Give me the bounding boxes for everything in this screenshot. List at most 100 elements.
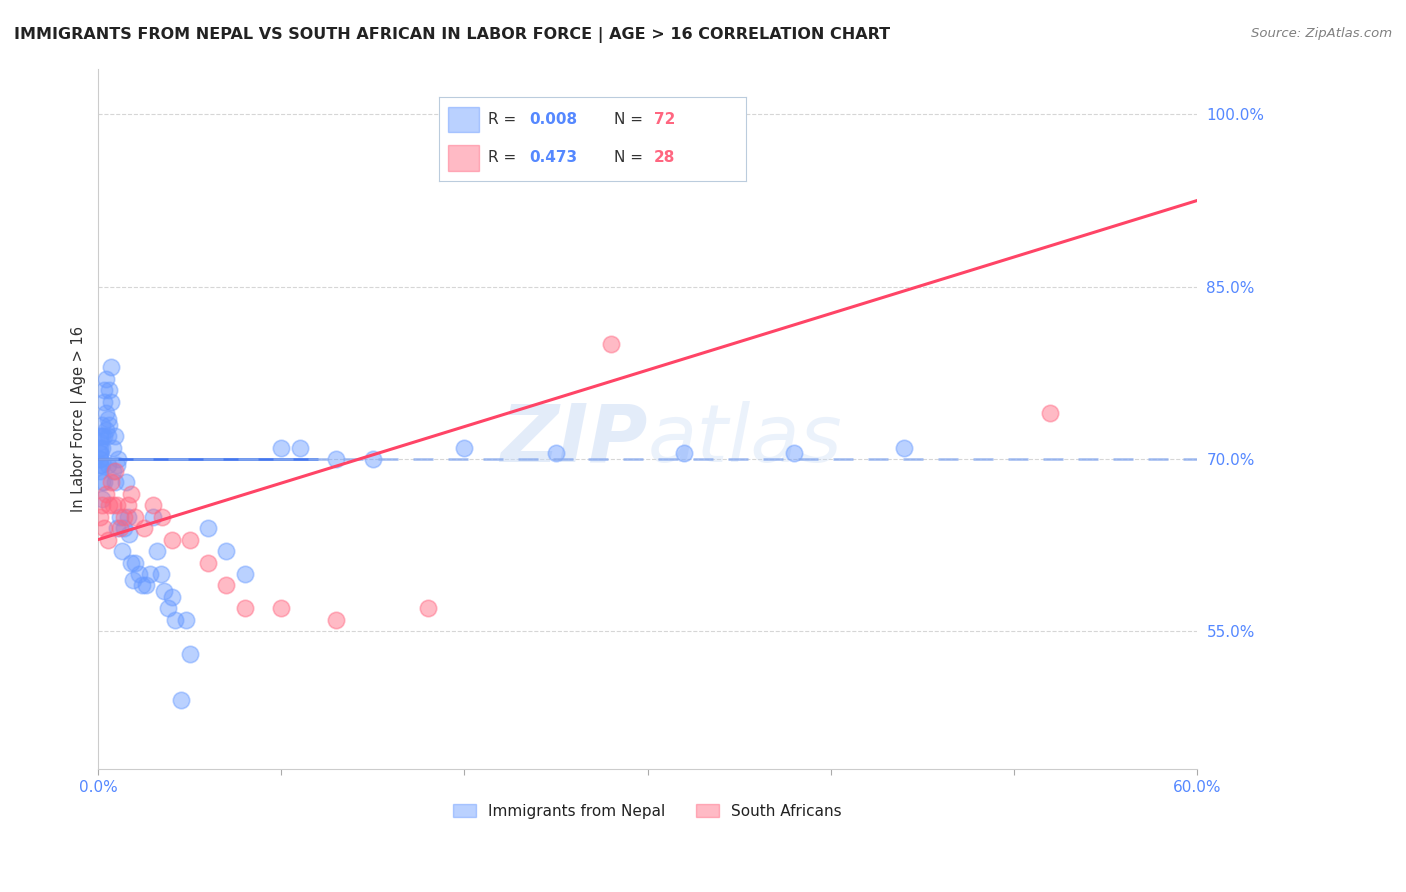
Point [105, 498, 128, 512]
Point [111, 544, 134, 558]
Text: atlas: atlas [648, 401, 842, 479]
Point [104, 429, 127, 443]
Point [96, 533, 118, 547]
Point [153, 584, 176, 599]
Point [124, 509, 146, 524]
Point [105, 458, 128, 472]
Point [170, 693, 193, 707]
Point [91, 441, 114, 455]
Point [142, 509, 165, 524]
Point [112, 521, 135, 535]
Point [122, 573, 145, 587]
Point [120, 556, 142, 570]
Point [179, 533, 201, 547]
Point [89, 464, 111, 478]
Point [91, 492, 114, 507]
Point [94, 486, 117, 500]
Point [361, 452, 384, 467]
Text: ZIP: ZIP [501, 401, 648, 479]
Point [89, 452, 111, 467]
Point [93, 429, 115, 443]
Point [197, 556, 219, 570]
Point [146, 544, 169, 558]
Point [91, 417, 114, 432]
Point [89, 458, 111, 472]
Point [94, 406, 117, 420]
Point [100, 394, 122, 409]
Point [101, 464, 124, 478]
Point [179, 648, 201, 662]
Point [101, 498, 124, 512]
Point [1039, 406, 1062, 420]
Text: Source: ZipAtlas.com: Source: ZipAtlas.com [1251, 27, 1392, 40]
Point [453, 441, 475, 455]
Point [152, 509, 174, 524]
Point [270, 441, 292, 455]
Point [233, 567, 256, 582]
Point [270, 601, 292, 615]
Point [101, 441, 124, 455]
Point [135, 578, 157, 592]
Point [544, 446, 567, 460]
Legend: Immigrants from Nepal, South Africans: Immigrants from Nepal, South Africans [447, 797, 848, 825]
Point [134, 521, 156, 535]
Point [165, 613, 187, 627]
Point [117, 498, 139, 512]
Point [89, 509, 111, 524]
Point [156, 601, 179, 615]
Point [89, 429, 111, 443]
Point [131, 578, 153, 592]
Point [160, 533, 183, 547]
Point [93, 383, 115, 397]
Point [118, 526, 141, 541]
Point [233, 601, 256, 615]
Point [174, 613, 197, 627]
Point [215, 578, 238, 592]
Point [94, 424, 117, 438]
Point [112, 509, 135, 524]
Point [197, 521, 219, 535]
Point [149, 567, 172, 582]
Point [104, 464, 127, 478]
Point [98, 383, 121, 397]
Point [96, 458, 118, 472]
Point [288, 441, 311, 455]
Point [110, 509, 132, 524]
Point [114, 475, 136, 489]
Point [110, 521, 132, 535]
Point [128, 567, 150, 582]
Point [325, 613, 347, 627]
Point [107, 452, 129, 467]
Point [89, 446, 111, 460]
Point [91, 475, 114, 489]
Point [89, 452, 111, 467]
Point [93, 521, 115, 535]
Point [100, 475, 122, 489]
Point [94, 372, 117, 386]
Point [325, 452, 347, 467]
Point [91, 498, 114, 512]
Point [96, 429, 118, 443]
Point [893, 441, 915, 455]
Point [142, 498, 165, 512]
Text: IMMIGRANTS FROM NEPAL VS SOUTH AFRICAN IN LABOR FORCE | AGE > 16 CORRELATION CHA: IMMIGRANTS FROM NEPAL VS SOUTH AFRICAN I… [14, 27, 890, 43]
Point [124, 556, 146, 570]
Point [600, 337, 623, 351]
Point [93, 475, 115, 489]
Point [104, 475, 127, 489]
Point [138, 567, 160, 582]
Point [91, 429, 114, 443]
Point [120, 486, 142, 500]
Point [98, 498, 121, 512]
Point [89, 458, 111, 472]
Point [93, 394, 115, 409]
Point [105, 521, 128, 535]
Point [91, 458, 114, 472]
Point [98, 417, 121, 432]
Point [96, 412, 118, 426]
Point [89, 434, 111, 449]
Point [673, 446, 696, 460]
Y-axis label: In Labor Force | Age > 16: In Labor Force | Age > 16 [72, 326, 87, 512]
Point [783, 446, 806, 460]
Point [160, 590, 183, 604]
